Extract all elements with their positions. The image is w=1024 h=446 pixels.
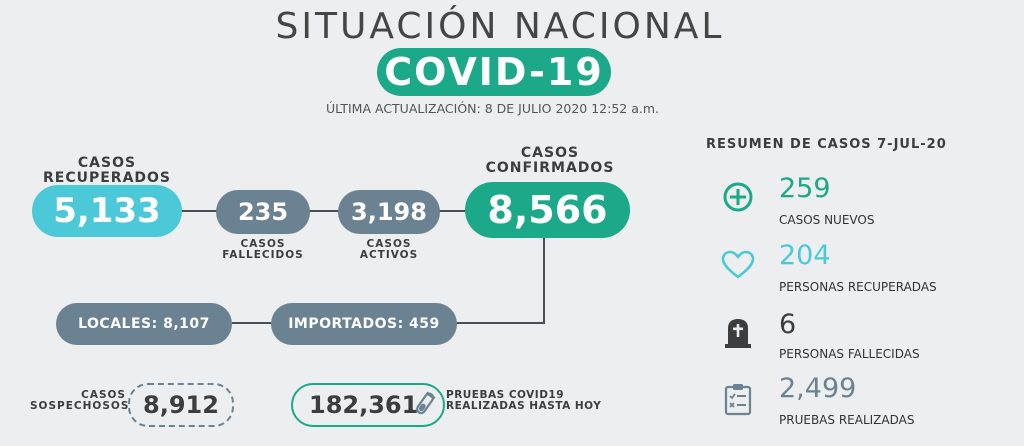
pruebas-pill: 182,361 <box>291 383 445 427</box>
summary-value-recuperadas: 204 <box>779 240 831 271</box>
summary-title: RESUMEN DE CASOS 7-JUL-20 <box>706 137 947 152</box>
tombstone-icon <box>725 319 751 348</box>
page-title: SITUACIÓN NACIONAL <box>275 6 725 47</box>
activos-value: 3,198 <box>338 190 440 234</box>
test-tube-icon <box>416 391 436 415</box>
summary-value-pruebas: 2,499 <box>779 373 857 404</box>
connector-line <box>180 210 470 212</box>
locales-pill: LOCALES: 8,107 <box>56 303 232 345</box>
clipboard-icon <box>724 384 752 416</box>
summary-label-nuevos: CASOS NUEVOS <box>779 213 875 227</box>
summary-value-fallecidas: 6 <box>779 309 797 340</box>
sospechosos-label: CASOS SOSPECHOSOS <box>30 389 130 413</box>
confirmados-value: 8,566 <box>465 182 630 238</box>
connector-line <box>543 236 545 323</box>
recuperados-label: CASOS RECUPERADOS <box>42 155 172 186</box>
heart-icon <box>721 250 755 279</box>
pruebas-label: PRUEBAS COVID19 REALIZADAS HASTA HOY <box>446 389 602 413</box>
plus-circle-icon <box>723 182 753 212</box>
last-update: ÚLTIMA ACTUALIZACIÓN: 8 DE JULIO 2020 12… <box>325 101 660 116</box>
fallecidos-label: CASOS FALLECIDOS <box>222 238 304 262</box>
confirmados-label: CASOS CONFIRMADOS <box>485 145 615 176</box>
summary-value-nuevos: 259 <box>779 173 831 204</box>
pruebas-value: 182,361 <box>309 391 419 419</box>
recuperados-value: 5,133 <box>32 185 182 237</box>
sospechosos-value: 8,912 <box>128 383 234 427</box>
activos-label: CASOS ACTIVOS <box>359 238 419 262</box>
summary-label-pruebas: PRUEBAS REALIZADAS <box>779 413 915 427</box>
fallecidos-value: 235 <box>216 190 310 234</box>
summary-label-recuperadas: PERSONAS RECUPERADAS <box>779 280 937 294</box>
summary-label-fallecidas: PERSONAS FALLECIDAS <box>779 347 920 361</box>
importados-pill: IMPORTADOS: 459 <box>271 303 457 345</box>
covid-badge: COVID-19 <box>377 48 611 96</box>
